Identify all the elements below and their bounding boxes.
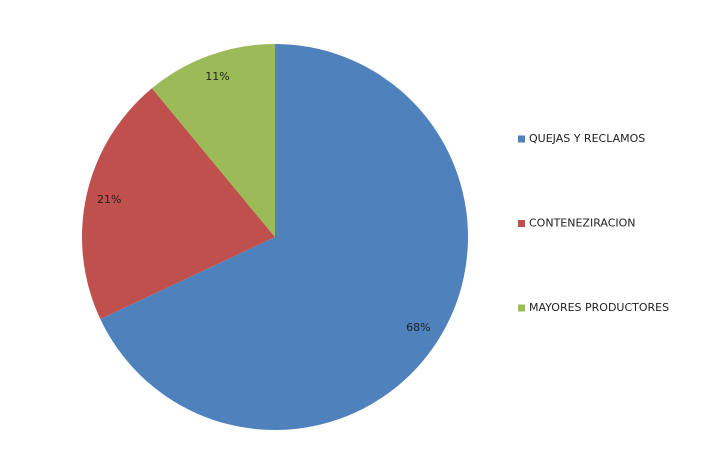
data-label: 11% [205,70,229,83]
legend-swatch [518,220,525,227]
legend-label: MAYORES PRODUCTORES [529,301,669,314]
legend-swatch [518,135,525,143]
legend-label: CONTENEZIRACION [529,217,636,230]
data-label: 68% [406,321,430,334]
data-label: 21% [97,193,121,206]
legend-swatch [518,304,525,312]
legend-label: QUEJAS Y RECLAMOS [529,132,645,145]
pie-slice [81,88,275,320]
pie-slice [100,44,468,430]
pie-slice [151,44,275,237]
